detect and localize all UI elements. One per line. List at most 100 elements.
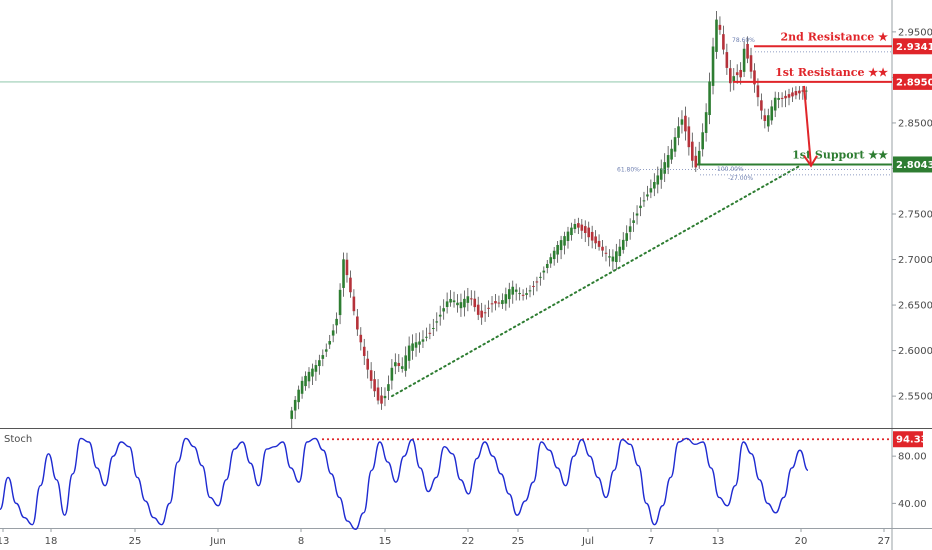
candle-body xyxy=(501,300,504,305)
candle-body xyxy=(428,332,432,334)
candle-body xyxy=(604,252,608,254)
candle-body xyxy=(324,349,328,352)
candle-body xyxy=(639,205,642,209)
candle-body xyxy=(663,162,666,174)
candle-body xyxy=(314,365,318,372)
candle-body xyxy=(628,226,632,232)
candle-body xyxy=(407,345,411,361)
candle-body xyxy=(473,298,477,308)
stoch-title: Stoch xyxy=(4,434,32,445)
candle-body xyxy=(794,90,798,96)
candle-body xyxy=(397,362,401,367)
candle-body xyxy=(342,259,345,288)
candle-body xyxy=(290,410,294,419)
time-tick-label: Jun xyxy=(209,536,226,547)
projection-arrow-head xyxy=(803,155,818,168)
candle-body xyxy=(442,308,445,312)
candle-body xyxy=(304,375,307,387)
candle-body xyxy=(618,246,622,257)
candle-body xyxy=(611,256,615,262)
candle-body xyxy=(418,341,421,345)
candle-body xyxy=(373,379,376,392)
candle-body xyxy=(311,368,314,377)
candle-body xyxy=(601,246,604,251)
candle-body xyxy=(445,301,449,307)
fib-label-61: 61.80% xyxy=(617,166,640,173)
candle-body xyxy=(635,213,639,216)
time-tick-label: 25 xyxy=(512,536,525,547)
candle-body xyxy=(552,250,556,260)
candle-body xyxy=(470,298,473,300)
candle-body xyxy=(539,276,542,278)
time-tick-label: 22 xyxy=(462,536,475,547)
candle-body xyxy=(697,150,701,164)
candle-body xyxy=(507,289,511,300)
candle-body xyxy=(666,155,670,168)
level-price-label: 2.80439 xyxy=(896,160,932,171)
candle-body xyxy=(646,194,649,197)
candle-body xyxy=(504,294,508,304)
price-tick-label: 2.70000 xyxy=(898,255,932,266)
candle-body xyxy=(425,336,428,338)
candle-body xyxy=(590,231,594,241)
candle-body xyxy=(404,355,407,371)
candle-body xyxy=(318,360,321,367)
candle-body xyxy=(356,316,359,330)
candle-body xyxy=(680,119,684,125)
candle-body xyxy=(542,270,546,273)
stoch-line xyxy=(0,437,809,531)
candle-body xyxy=(763,115,767,121)
candle-body xyxy=(653,182,656,189)
candle-body xyxy=(804,90,808,92)
support-trendline xyxy=(391,164,801,398)
candle-body xyxy=(760,100,763,111)
candle-body xyxy=(352,296,356,312)
candle-body xyxy=(725,52,729,68)
fib-label-78: 78.60% xyxy=(732,37,755,44)
candle-body xyxy=(514,289,518,292)
stoch-level-label: 94.33 xyxy=(896,435,928,446)
candle-body xyxy=(687,126,691,148)
candle-body xyxy=(497,302,501,304)
level-price-box xyxy=(893,156,932,173)
candle-body xyxy=(421,339,425,342)
candle-body xyxy=(583,226,587,234)
price-tick-label: 2.55000 xyxy=(898,392,932,403)
stoch-tick-label: 40.00 xyxy=(898,499,927,510)
candle-body xyxy=(780,97,784,99)
candle-body xyxy=(387,384,390,391)
candle-body xyxy=(476,304,480,315)
candle-body xyxy=(487,307,490,309)
candles-group xyxy=(290,10,808,428)
candle-body xyxy=(383,395,387,399)
candle-body xyxy=(480,310,483,318)
candle-body xyxy=(438,314,442,317)
candle-body xyxy=(787,94,791,98)
candle-body xyxy=(670,148,673,160)
candle-body xyxy=(390,367,394,381)
level-price-box xyxy=(893,38,932,55)
candle-body xyxy=(691,141,694,161)
candle-body xyxy=(729,68,732,84)
candle-body xyxy=(483,312,487,314)
time-tick-label: 15 xyxy=(379,536,392,547)
candle-body xyxy=(328,341,332,345)
time-tick-label: 27 xyxy=(878,536,891,547)
candle-body xyxy=(494,301,497,304)
candle-body xyxy=(770,106,774,121)
candle-body xyxy=(784,95,787,99)
candle-body xyxy=(621,239,625,250)
fib-label-100: 100.00% xyxy=(717,166,744,173)
price-tick-label: 2.75000 xyxy=(898,210,932,221)
candle-body xyxy=(452,300,456,303)
candle-body xyxy=(432,327,435,329)
time-tick-label: 20 xyxy=(795,536,808,547)
candle-body xyxy=(608,256,611,258)
candle-body xyxy=(659,168,663,180)
candle-body xyxy=(362,346,366,356)
candle-body xyxy=(735,72,739,76)
candle-body xyxy=(715,19,718,52)
candle-body xyxy=(559,240,563,251)
candle-body xyxy=(411,343,414,351)
